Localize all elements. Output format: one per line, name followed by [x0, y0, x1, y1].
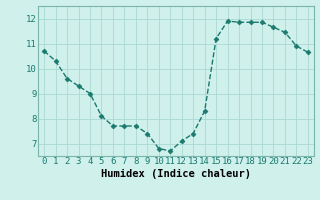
X-axis label: Humidex (Indice chaleur): Humidex (Indice chaleur): [101, 169, 251, 179]
